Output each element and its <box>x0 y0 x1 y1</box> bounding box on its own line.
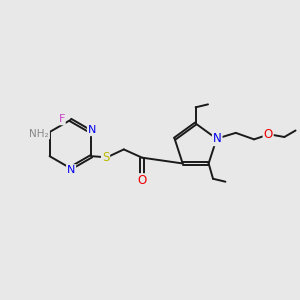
Text: N: N <box>67 165 75 175</box>
Text: N: N <box>88 125 96 135</box>
Text: N: N <box>213 132 222 145</box>
Text: O: O <box>263 128 273 140</box>
Text: O: O <box>137 174 147 187</box>
Text: S: S <box>102 151 109 164</box>
Text: F: F <box>58 114 65 124</box>
Text: NH₂: NH₂ <box>29 128 49 139</box>
